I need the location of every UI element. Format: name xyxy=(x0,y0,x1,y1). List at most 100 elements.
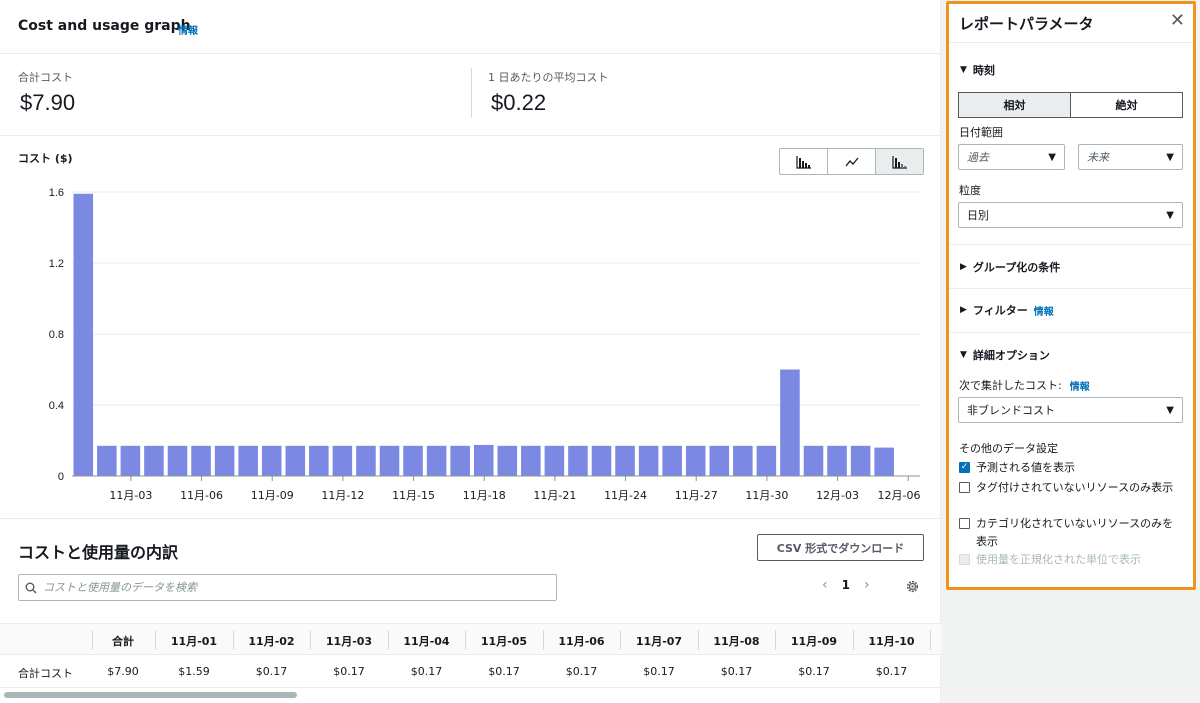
x-tick-label: 11月-30 xyxy=(745,489,788,502)
bar-11月-15[interactable] xyxy=(403,445,423,476)
x-tick-label: 11月-03 xyxy=(109,489,152,502)
bar-11月-03[interactable] xyxy=(120,445,141,476)
bar-11月-11[interactable] xyxy=(309,445,329,476)
checkbox-icon[interactable] xyxy=(959,482,970,493)
column-separator xyxy=(232,630,234,650)
checkbox-icon[interactable] xyxy=(959,518,970,529)
section-advanced[interactable]: ▼ 詳細オプション xyxy=(960,347,1050,363)
info-link[interactable]: 情報 xyxy=(1033,306,1054,318)
checkbox-uncategorized[interactable]: カテゴリ化されていないリソースのみを表示 xyxy=(959,515,1179,551)
section-group-by[interactable]: ▶ グループ化の条件 xyxy=(960,259,1060,275)
relative-button[interactable]: 相対 xyxy=(959,93,1071,117)
x-tick-label: 11月-06 xyxy=(180,489,223,502)
checkbox-disabled-icon xyxy=(959,554,970,565)
bar-12月-04[interactable] xyxy=(850,445,871,476)
bar-11月-09[interactable] xyxy=(261,445,282,476)
close-icon[interactable]: ✕ xyxy=(1169,10,1185,31)
bar-11月-26[interactable] xyxy=(662,445,682,476)
bar-11月-29[interactable] xyxy=(733,445,753,476)
granularity-select[interactable]: 日別 ▼ xyxy=(958,202,1183,228)
bar-12月-05[interactable] xyxy=(874,447,894,476)
grouped-bar-chart-button[interactable] xyxy=(780,149,828,174)
line-chart-button[interactable] xyxy=(828,149,876,174)
x-tick-label: 11月-21 xyxy=(533,489,576,502)
divider xyxy=(0,53,940,54)
date-future-select[interactable]: 未来 ▼ xyxy=(1078,144,1183,170)
bar-11月-14[interactable] xyxy=(379,445,400,476)
bar-11月-28[interactable] xyxy=(709,445,730,476)
absolute-button[interactable]: 絶対 xyxy=(1115,99,1138,112)
csv-download-button[interactable]: CSV 形式でダウンロード xyxy=(757,534,924,561)
column-header[interactable]: 11月-07 xyxy=(635,635,683,648)
column-header[interactable]: 11月-02 xyxy=(248,635,295,648)
aggregate-select[interactable]: 非ブレンドコスト ▼ xyxy=(958,397,1183,423)
grouped-bar-chart-icon xyxy=(795,155,811,169)
checkbox-forecast[interactable]: ✓ 予測される値を表示 xyxy=(959,459,1179,477)
time-mode-toggle: 相対 絶対 xyxy=(958,92,1183,118)
bar-11月-23[interactable] xyxy=(591,445,612,476)
bar-11月-01[interactable] xyxy=(73,193,94,476)
current-page[interactable]: 1 xyxy=(841,578,850,592)
column-header[interactable]: 11月-04 xyxy=(403,635,450,648)
bar-11月-20[interactable] xyxy=(521,445,541,476)
date-past-select[interactable]: 過去 ▼ xyxy=(958,144,1065,170)
panel-title: レポートパラメータ xyxy=(959,15,1094,33)
bar-11月-07[interactable] xyxy=(214,445,235,476)
bar-12月-02[interactable] xyxy=(803,445,824,476)
row-label: 合計コスト xyxy=(18,667,73,680)
bar-11月-05[interactable] xyxy=(167,445,188,476)
column-separator xyxy=(930,630,931,650)
bar-11月-24[interactable] xyxy=(615,445,635,476)
column-header[interactable]: 11月-10 xyxy=(868,635,915,648)
checkbox-label: カテゴリ化されていないリソースのみを表示 xyxy=(976,517,1174,548)
column-header[interactable]: 11月-09 xyxy=(790,635,838,648)
table-header: 合計 11月-01 11月-02 11月-03 11月-04 11月-05 11月-06 11… xyxy=(0,623,941,655)
bar-11月-16[interactable] xyxy=(426,445,447,476)
section-time[interactable]: ▼ 時刻 xyxy=(960,62,995,78)
stacked-bar-chart-button[interactable] xyxy=(876,149,923,174)
checkbox-label: 使用量を正規化された単位で表示 xyxy=(976,553,1141,566)
section-filters[interactable]: ▶ フィルター 情報 xyxy=(960,302,1054,318)
caret-down-icon: ▼ xyxy=(1166,151,1174,163)
bar-11月-21[interactable] xyxy=(544,445,565,476)
caret-down-icon: ▼ xyxy=(960,350,967,360)
bar-11月-10[interactable] xyxy=(285,445,306,476)
next-page-button[interactable]: › xyxy=(863,577,870,593)
info-link[interactable]: 情報 xyxy=(1069,381,1090,393)
bar-11月-04[interactable] xyxy=(144,445,164,476)
avg-cost-value: $0.22 xyxy=(491,90,547,115)
bar-12月-03[interactable] xyxy=(827,445,847,476)
bar-11月-27[interactable] xyxy=(685,445,706,476)
bar-11月-08[interactable] xyxy=(238,445,258,476)
column-header[interactable]: 11月-03 xyxy=(325,635,373,648)
column-header[interactable]: 合計 xyxy=(112,635,134,648)
bar-11月-30[interactable] xyxy=(756,445,777,476)
column-header[interactable]: 11月-01 xyxy=(170,635,218,648)
prev-page-button[interactable]: ‹ xyxy=(822,577,828,593)
gear-icon[interactable] xyxy=(905,579,920,594)
y-tick-label: 0.4 xyxy=(49,400,64,412)
bar-11月-18[interactable] xyxy=(473,444,494,476)
avg-cost-label: 1 日あたりの平均コスト xyxy=(488,71,609,84)
bar-11月-25[interactable] xyxy=(638,445,659,476)
bar-11月-13[interactable] xyxy=(356,445,376,476)
bar-11月-06[interactable] xyxy=(191,445,211,476)
bar-11月-17[interactable] xyxy=(450,445,470,476)
bar-11月-02[interactable] xyxy=(97,445,117,476)
x-tick-label: 11月-09 xyxy=(251,489,294,502)
info-link[interactable]: 情報 xyxy=(178,26,198,37)
column-header[interactable]: 11月-06 xyxy=(558,635,605,648)
bar-12月-01[interactable] xyxy=(780,369,800,477)
checkbox-untagged[interactable]: タグ付けされていないリソースのみ表示 xyxy=(959,479,1179,497)
bar-11月-12[interactable] xyxy=(332,445,353,476)
horizontal-scrollbar[interactable] xyxy=(4,692,297,698)
column-header[interactable]: 11月-05 xyxy=(480,635,528,648)
column-header[interactable]: 11月-08 xyxy=(713,635,760,648)
checkbox-checked-icon[interactable]: ✓ xyxy=(959,462,970,473)
x-tick-label: 12月-06 xyxy=(878,489,921,502)
bar-11月-22[interactable] xyxy=(568,445,588,476)
bar-11月-19[interactable] xyxy=(497,445,518,476)
search-box[interactable] xyxy=(18,574,557,601)
checkbox-label: 予測される値を表示 xyxy=(976,461,1075,474)
search-input[interactable] xyxy=(43,581,523,594)
